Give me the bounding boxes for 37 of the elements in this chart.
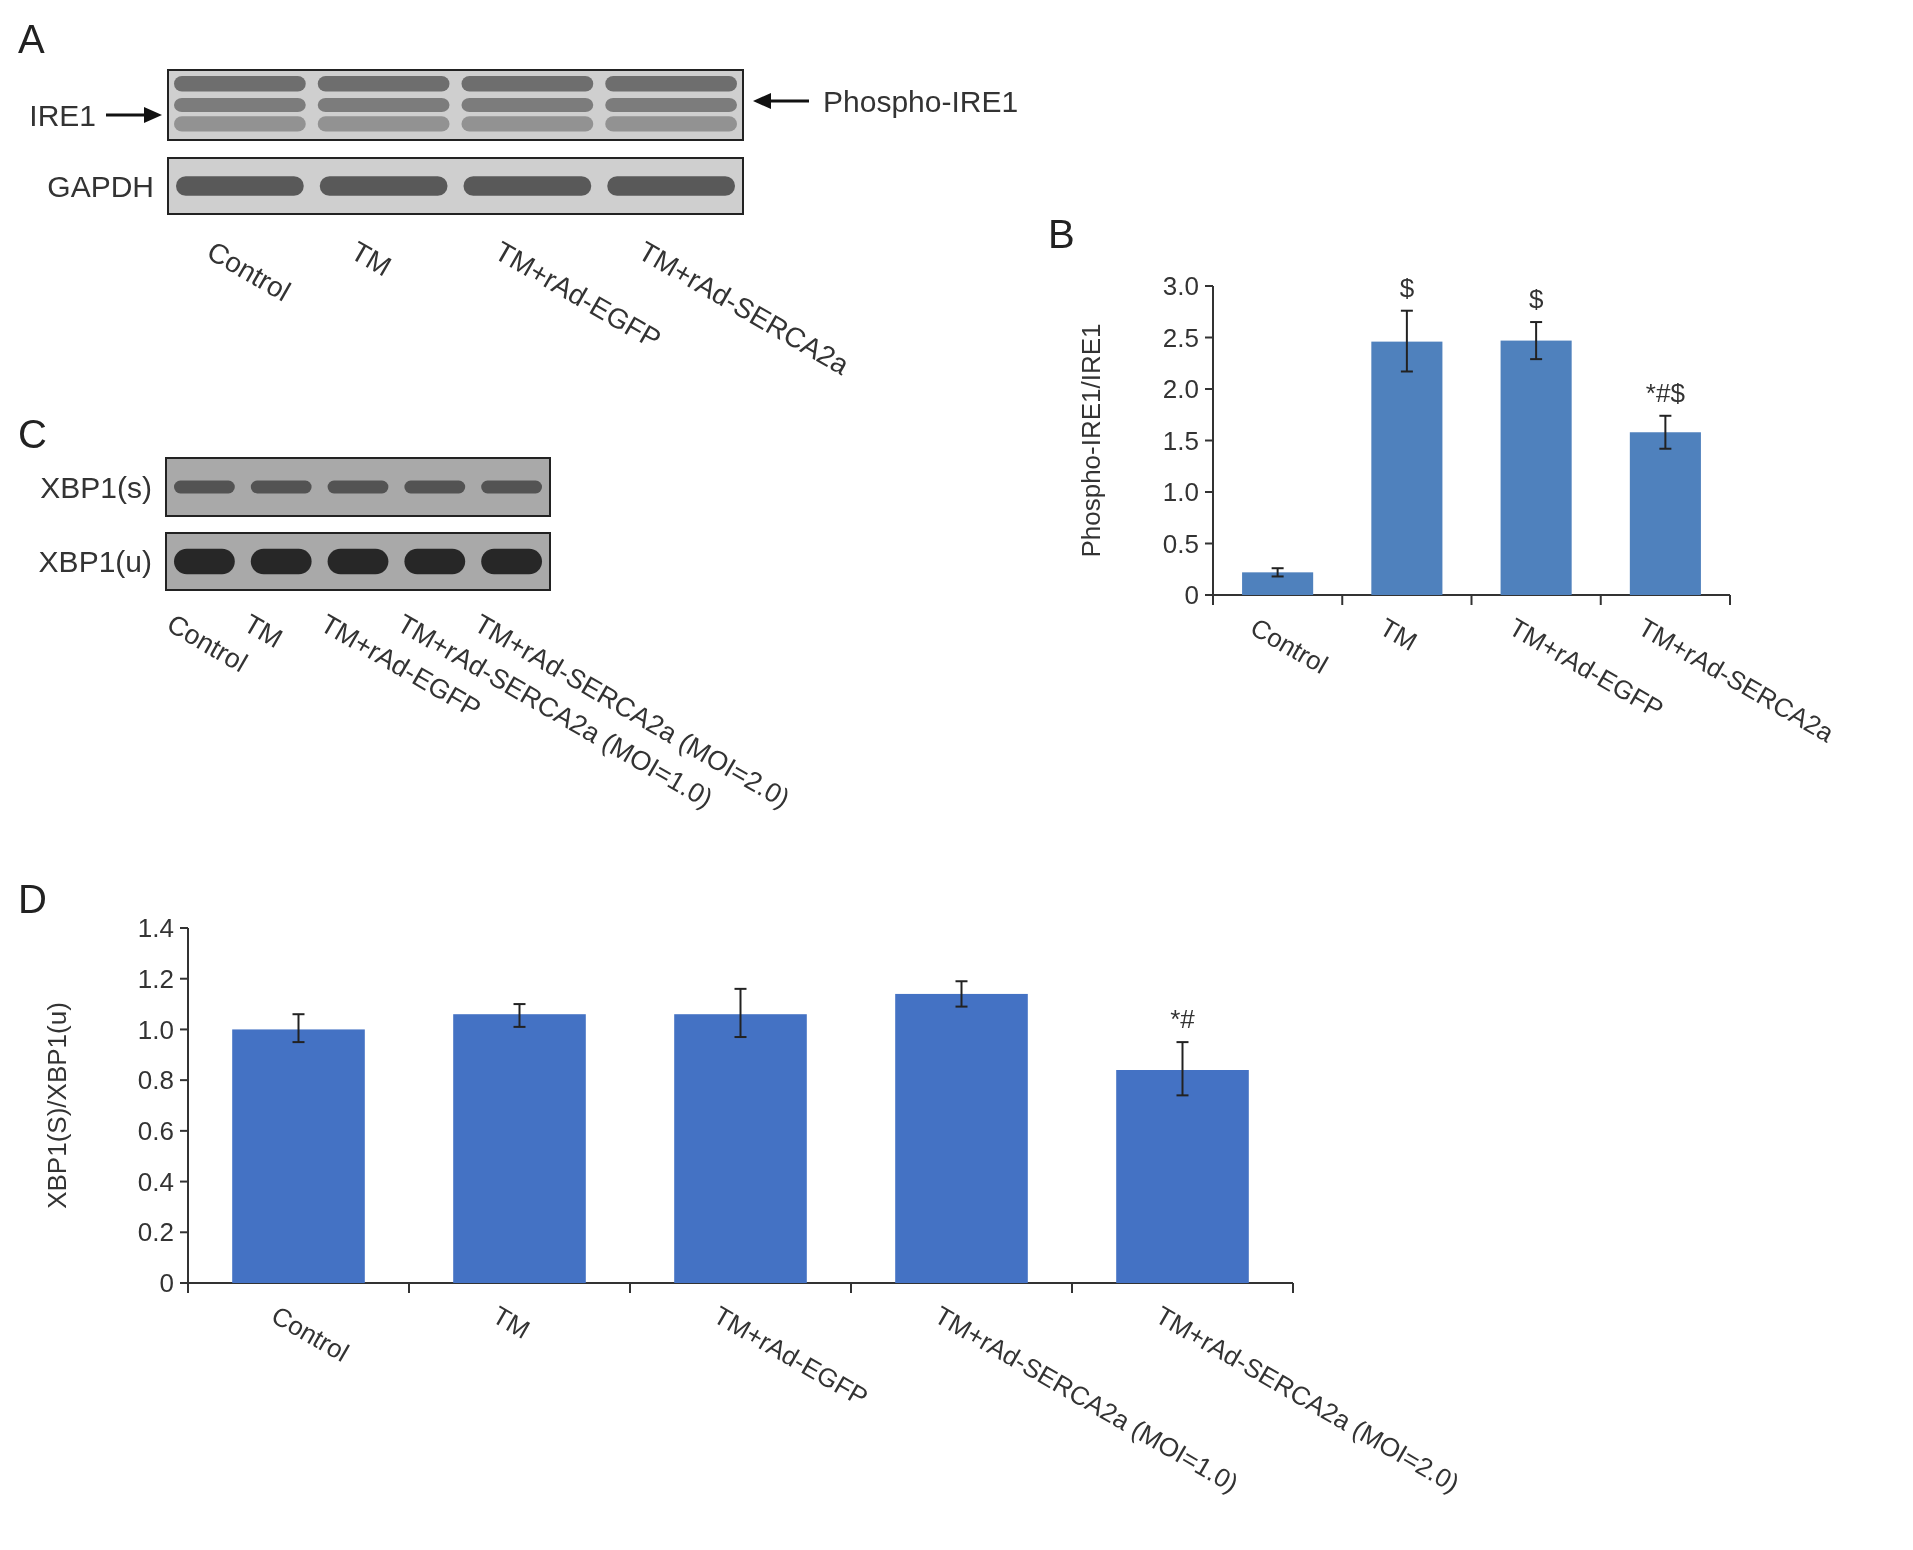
y-tick-label: 0.6: [137, 1115, 174, 1146]
bar: [1242, 572, 1314, 595]
bar: [1371, 341, 1443, 595]
y-tick-label: 0.2: [137, 1217, 174, 1248]
y-tick-label: 3.0: [1162, 271, 1199, 302]
y-tick-label: 1.0: [137, 1014, 174, 1045]
bar: [1629, 432, 1701, 595]
bar: [1500, 340, 1572, 595]
y-tick-label: 0.8: [137, 1065, 174, 1096]
y-tick-label: 1.5: [1162, 425, 1199, 456]
y-tick-label: 2.5: [1162, 322, 1199, 353]
x-tick-label: TM: [1374, 611, 1423, 657]
text: IRE1: [29, 98, 96, 132]
y-tick-label: 2.0: [1162, 374, 1199, 405]
text: XBP1(u): [38, 545, 152, 578]
y-tick-label: 0: [159, 1268, 174, 1299]
y-tick-label: 0.4: [137, 1166, 174, 1197]
annotation: *#: [1170, 1004, 1196, 1035]
y-axis-title: Phospho-IRE1/IRE1: [1076, 323, 1106, 558]
category-label: TM: [345, 235, 397, 283]
chart-title: D: [18, 877, 47, 921]
y-tick-label: 1.4: [137, 913, 174, 944]
text: C: [18, 412, 47, 456]
y-axis-title: XBP1(S)/XBP1(u): [42, 1002, 72, 1209]
annotation: $: [1528, 284, 1544, 315]
y-tick-label: 1.0: [1162, 477, 1199, 508]
annotation: *#$: [1645, 377, 1686, 408]
x-tick-label: TM: [487, 1299, 535, 1345]
text: Phospho-IRE1: [823, 84, 1019, 118]
y-tick-label: 0.5: [1162, 528, 1199, 559]
text: XBP1(s): [40, 470, 152, 504]
y-tick-label: 1.2: [137, 963, 174, 994]
text: GAPDH: [47, 169, 154, 203]
chart-title: B: [1048, 212, 1075, 256]
annotation: $: [1399, 272, 1415, 303]
text: A: [18, 17, 45, 61]
y-tick-label: 0: [1184, 580, 1199, 611]
